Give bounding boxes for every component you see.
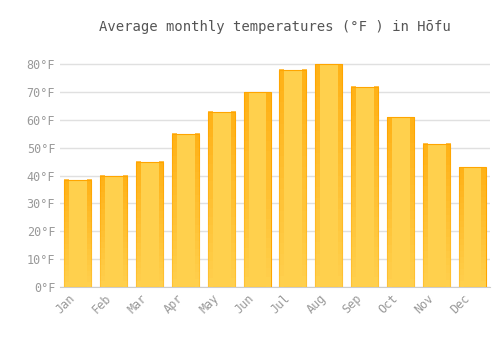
- Bar: [100, 176, 127, 287]
- Bar: [280, 70, 306, 287]
- Bar: [208, 112, 234, 287]
- Bar: [387, 117, 414, 287]
- Bar: [136, 162, 163, 287]
- Bar: [316, 64, 342, 287]
- Bar: [244, 92, 270, 287]
- Bar: [172, 134, 199, 287]
- Bar: [423, 144, 450, 287]
- Bar: [351, 86, 378, 287]
- Title: Average monthly temperatures (°F ) in Hōfu: Average monthly temperatures (°F ) in Hō…: [99, 20, 451, 34]
- Bar: [64, 180, 92, 287]
- Bar: [458, 167, 485, 287]
